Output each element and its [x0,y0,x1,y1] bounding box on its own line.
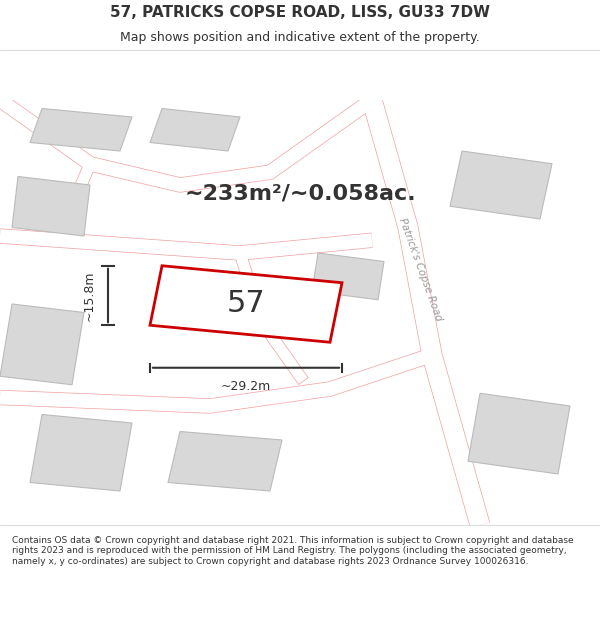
Text: Contains OS data © Crown copyright and database right 2021. This information is : Contains OS data © Crown copyright and d… [12,536,574,566]
Text: Map shows position and indicative extent of the property.: Map shows position and indicative extent… [120,31,480,44]
Polygon shape [468,393,570,474]
Text: Patrick's Copse Road: Patrick's Copse Road [397,217,443,323]
Polygon shape [0,304,84,385]
Text: 57: 57 [227,289,265,319]
Polygon shape [168,431,282,491]
Polygon shape [30,414,132,491]
Polygon shape [312,253,384,300]
Text: ~15.8m: ~15.8m [83,270,96,321]
Text: ~233m²/~0.058ac.: ~233m²/~0.058ac. [184,184,416,204]
Text: 57, PATRICKS COPSE ROAD, LISS, GU33 7DW: 57, PATRICKS COPSE ROAD, LISS, GU33 7DW [110,5,490,20]
Polygon shape [30,109,132,151]
Polygon shape [150,109,240,151]
Polygon shape [450,151,552,219]
Text: ~29.2m: ~29.2m [221,381,271,394]
Polygon shape [150,266,342,342]
Polygon shape [12,176,90,236]
